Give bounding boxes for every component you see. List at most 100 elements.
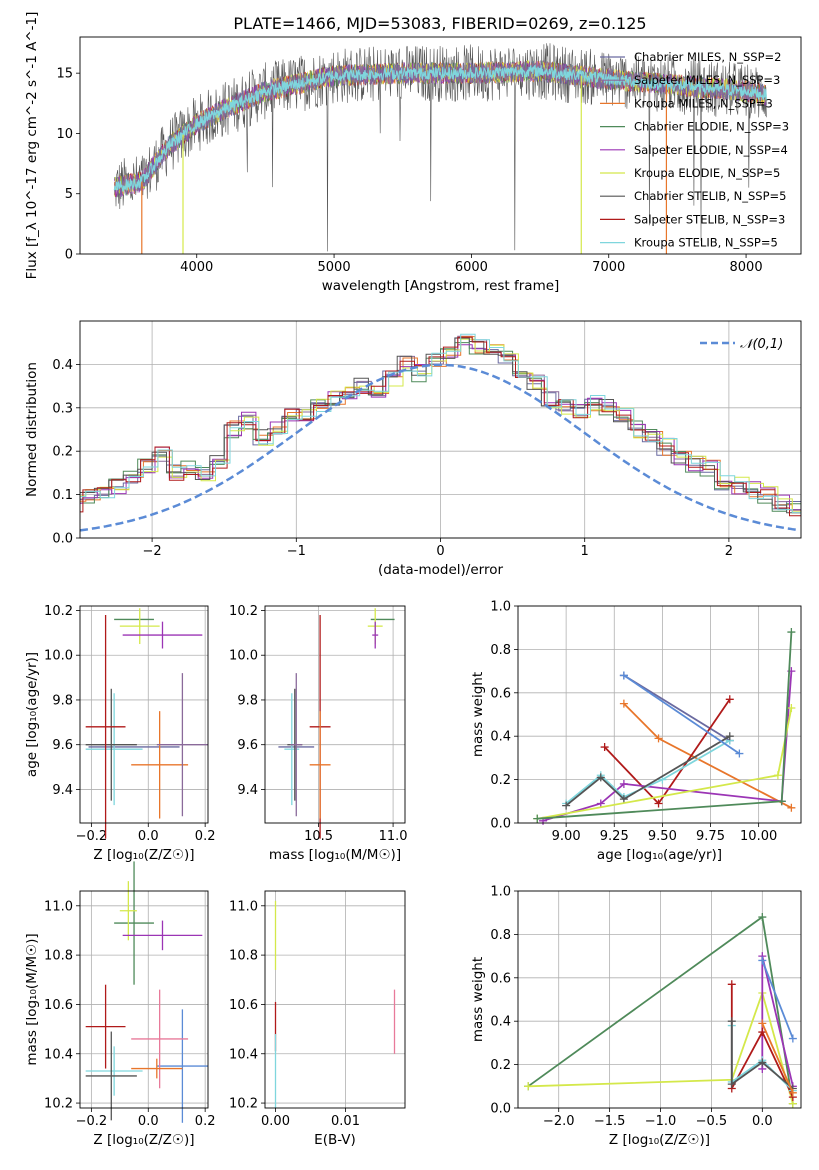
axes-frame <box>79 890 209 1109</box>
series-marker <box>524 1082 533 1091</box>
x-tick-label: 9.75 <box>696 829 725 844</box>
x-tick-label: −0.2 <box>76 829 108 844</box>
y-axis-label: Normed distribution <box>24 362 40 497</box>
legend-label: Kroupa STELIB, N_SSP=5 <box>634 236 778 250</box>
series-marker <box>787 803 796 812</box>
x-axis-label: wavelength [Angstrom, rest frame] <box>322 278 560 294</box>
y-tick-label: 0.6 <box>490 971 511 986</box>
axes-frame <box>79 320 802 539</box>
y-tick-label: 9.4 <box>237 783 258 798</box>
y-tick-label: 9.6 <box>237 738 258 753</box>
axes-frame <box>79 605 209 824</box>
x-tick-label: 10.00 <box>740 829 777 844</box>
y-tick-label: 10.2 <box>229 604 258 619</box>
series-marker <box>758 1019 767 1028</box>
age-vs-mass-panel: 10.5 11.0 9.4 9.6 9.8 10.0 10.2 mass [log₁₀(M/M… <box>229 604 408 863</box>
legend-label: Chabrier ELODIE, N_SSP=3 <box>634 120 789 134</box>
x-tick-label: 0.2 <box>195 829 216 844</box>
series-marker <box>619 779 628 788</box>
spectrum-line-kroupa-miles <box>114 60 767 197</box>
x-axis-label: (data-model)/error <box>378 562 504 578</box>
series-marker <box>787 628 796 637</box>
x-tick-label: −0.5 <box>696 1114 728 1129</box>
series-line <box>565 735 731 807</box>
x-tick-label: 0.0 <box>752 1114 773 1129</box>
y-tick-label: 0.4 <box>490 730 511 745</box>
y-tick-label: 10.6 <box>44 998 73 1013</box>
residuals-panel: −2 −1 0 1 2 0.0 0.1 0.2 0.3 0.4 (data-model)/error… <box>24 320 802 578</box>
x-tick-label: −1 <box>287 544 306 559</box>
age-vs-Z-panel: −0.2 0.0 0.2 9.4 9.6 9.8 10.0 10.2 Z [log₁₀(Z/Z☉… <box>24 604 215 863</box>
x-tick-label: 1 <box>581 544 589 559</box>
x-tick-label: 4000 <box>180 260 213 275</box>
x-axis-label: Z [log₁₀(Z/Z☉)] <box>609 1132 710 1148</box>
series-marker <box>758 913 767 922</box>
y-tick-label: 0.8 <box>490 928 511 943</box>
y-tick-label: 1.0 <box>490 600 511 615</box>
y-tick-label: 0.1 <box>52 488 73 503</box>
y-tick-label: 10.4 <box>44 1047 73 1062</box>
y-axis-label: age [log₁₀(age/yr)] <box>24 652 40 777</box>
series-marker <box>725 695 734 704</box>
y-tick-label: 10.8 <box>44 949 73 964</box>
y-tick-label: 10.8 <box>229 949 258 964</box>
series-line <box>623 702 792 809</box>
series-marker <box>727 1080 736 1089</box>
x-tick-label: 0.0 <box>138 829 159 844</box>
y-tick-label: 10.2 <box>44 604 73 619</box>
series-line <box>537 631 793 820</box>
y-tick-label: 9.6 <box>52 738 73 753</box>
series-marker <box>619 699 628 708</box>
axes-frame <box>264 890 406 1109</box>
series-marker <box>727 980 736 989</box>
x-tick-label: −2.0 <box>543 1114 575 1129</box>
x-tick-label: −1.5 <box>594 1114 626 1129</box>
x-tick-label: 0.0 <box>138 1114 159 1129</box>
y-tick-label: 0.0 <box>490 817 511 832</box>
y-axis-label: mass weight <box>470 672 486 757</box>
figure-title: PLATE=1466, MJD=53083, FIBERID=0269, z=0… <box>233 14 646 33</box>
x-tick-label: −0.2 <box>76 1114 108 1129</box>
y-tick-label: 11.0 <box>44 899 73 914</box>
gaussian-curve <box>79 363 799 532</box>
y-tick-label: 9.8 <box>237 693 258 708</box>
y-tick-label: 0.3 <box>52 401 73 416</box>
y-tick-label: 10.0 <box>44 649 73 664</box>
series-marker <box>654 799 663 808</box>
series-marker <box>773 771 782 780</box>
x-axis-label: E(B-V) <box>314 1132 356 1148</box>
spectrum-line-kroupa-stelib <box>113 64 767 192</box>
series-marker <box>735 749 744 758</box>
y-tick-label: 5 <box>65 187 73 202</box>
series-marker <box>562 801 571 810</box>
x-axis-label: mass [log₁₀(M/M☉)] <box>269 847 401 863</box>
series-marker <box>533 814 542 823</box>
x-tick-label: 0.00 <box>261 1114 290 1129</box>
y-tick-label: 0.0 <box>52 532 73 547</box>
series-marker <box>787 703 796 712</box>
x-tick-label: 8000 <box>730 260 763 275</box>
histogram-kroupa-stelib <box>80 333 801 514</box>
x-tick-label: 0.2 <box>195 1114 216 1129</box>
y-tick-label: 10.0 <box>229 649 258 664</box>
series-line <box>623 674 740 755</box>
mass-vs-EBV-panel: 0.00 0.01 10.2 10.4 10.6 10.8 11.0 E(B-V) <box>229 890 406 1148</box>
y-tick-label: 10.6 <box>229 998 258 1013</box>
series-marker <box>788 1034 797 1043</box>
series-marker <box>727 1017 736 1026</box>
legend-label: Salpeter MILES, N_SSP=3 <box>634 73 780 87</box>
x-tick-label: 10.5 <box>304 829 333 844</box>
series-marker <box>758 1028 767 1037</box>
series-marker <box>596 799 605 808</box>
series-line <box>761 960 794 1039</box>
y-tick-label: 10.2 <box>44 1097 73 1112</box>
y-axis-label: mass [log₁₀(M/M☉)] <box>24 933 40 1065</box>
histogram-kroupa-elodie <box>80 338 801 512</box>
legend-label: Salpeter STELIB, N_SSP=3 <box>634 212 785 226</box>
legend-label: Chabrier STELIB, N_SSP=5 <box>634 189 786 203</box>
series-marker <box>777 797 786 806</box>
x-tick-label: −2 <box>143 544 162 559</box>
x-axis-label: age [log₁₀(age/yr)] <box>597 847 722 863</box>
series-marker <box>758 1058 767 1067</box>
